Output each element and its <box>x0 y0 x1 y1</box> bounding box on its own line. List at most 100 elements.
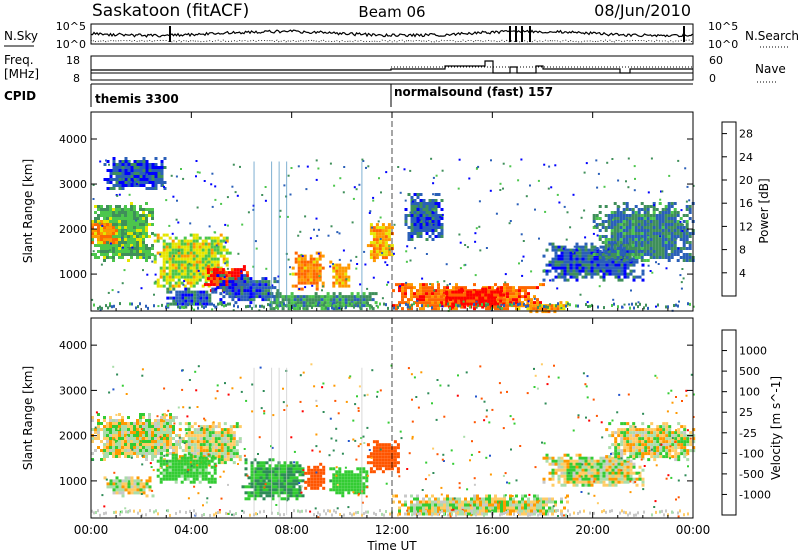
ground-scatter-cell <box>687 302 689 306</box>
heatmap-cell <box>250 473 254 477</box>
heatmap-cell <box>509 298 512 302</box>
heatmap-cell <box>289 476 293 480</box>
heatmap-cell <box>604 229 608 232</box>
scatter-point <box>406 306 409 309</box>
heatmap-cell <box>145 244 148 247</box>
heatmap-cell <box>610 253 614 256</box>
heatmap-cell <box>628 217 632 220</box>
heatmap-cell <box>487 290 491 294</box>
scatter-point <box>659 235 662 238</box>
heatmap-cell <box>168 278 172 282</box>
heatmap-cell <box>560 254 564 258</box>
heatmap-cell <box>186 278 190 282</box>
ground-scatter-cell <box>351 302 353 306</box>
heatmap-cell <box>103 419 106 422</box>
heatmap-cell <box>133 205 136 208</box>
heatmap-cell <box>628 232 632 235</box>
heatmap-cell <box>676 253 680 256</box>
heatmap-cell <box>575 245 579 249</box>
scatter-point <box>527 300 530 303</box>
heatmap-cell <box>180 480 184 484</box>
heatmap-cell <box>109 256 112 259</box>
heatmap-cell <box>688 244 692 247</box>
heatmap-cell <box>512 304 515 308</box>
heatmap-cell <box>190 452 194 456</box>
heatmap-cell <box>121 488 125 492</box>
scatter-point <box>509 165 512 168</box>
heatmap-cell <box>127 259 130 262</box>
heatmap-cell <box>688 247 692 250</box>
heatmap-cell <box>381 241 385 245</box>
heatmap-cell <box>673 226 677 229</box>
heatmap-cell <box>267 292 271 296</box>
heatmap-cell <box>246 298 250 302</box>
heatmap-cell <box>338 488 342 492</box>
heatmap-cell <box>163 428 166 431</box>
heatmap-cell <box>162 251 166 255</box>
heatmap-cell <box>202 440 206 444</box>
cpid-mode-1: themis 3300 <box>95 92 179 106</box>
heatmap-cell <box>607 220 611 223</box>
heatmap-cell <box>271 470 275 474</box>
scatter-point <box>290 167 293 169</box>
heatmap-cell <box>605 257 609 261</box>
heatmap-cell <box>115 446 118 449</box>
heatmap-cell <box>121 485 125 489</box>
heatmap-cell <box>145 226 148 229</box>
heatmap-cell <box>195 236 199 240</box>
heatmap-cell <box>130 488 134 492</box>
heatmap-cell <box>112 184 116 187</box>
heatmap-cell <box>133 250 136 253</box>
heatmap-cell <box>162 254 166 258</box>
heatmap-cell <box>347 485 351 489</box>
heatmap-cell <box>655 214 659 217</box>
heatmap-cell <box>165 465 169 469</box>
heatmap-cell <box>308 298 312 302</box>
heatmap-cell <box>139 422 142 425</box>
heatmap-cell <box>223 440 227 444</box>
heatmap-cell <box>616 208 620 211</box>
scatter-point <box>234 191 237 194</box>
heatmap-cell <box>428 226 432 229</box>
heatmap-cell <box>338 278 342 282</box>
ground-scatter-cell <box>499 306 501 310</box>
heatmap-cell <box>557 275 561 279</box>
heatmap-cell <box>557 272 561 276</box>
heatmap-cell <box>136 253 139 256</box>
heatmap-cell <box>202 449 206 453</box>
heatmap-cell <box>359 470 363 474</box>
heatmap-cell <box>356 473 360 477</box>
ground-scatter-cell <box>617 305 619 309</box>
heatmap-cell <box>297 254 301 258</box>
heatmap-cell <box>225 263 229 267</box>
heatmap-cell <box>280 491 284 495</box>
heatmap-cell <box>118 172 122 175</box>
scatter-point <box>675 237 678 240</box>
heatmap-cell <box>136 163 140 166</box>
heatmap-cell <box>372 440 376 444</box>
heatmap-cell <box>599 245 603 249</box>
heatmap-cell <box>610 235 614 238</box>
heatmap-cell <box>159 480 163 484</box>
heatmap-cell <box>183 471 187 475</box>
heatmap-cell <box>335 269 339 273</box>
scatter-point <box>624 272 627 275</box>
heatmap-cell <box>91 229 94 233</box>
heatmap-cell <box>572 272 576 276</box>
heatmap-cell <box>208 293 212 297</box>
heatmap-cell <box>419 211 423 214</box>
heatmap-cell <box>124 226 127 229</box>
scatter-point <box>101 224 104 227</box>
heatmap-cell <box>204 269 208 273</box>
heatmap-cell <box>148 208 151 211</box>
heatmap-cell <box>305 304 309 308</box>
scatter-point <box>109 302 111 305</box>
scatter-point <box>351 221 354 224</box>
heatmap-cell <box>368 304 372 308</box>
heatmap-cell <box>214 425 218 429</box>
ground-scatter-cell <box>321 305 323 309</box>
heatmap-cell <box>637 244 641 247</box>
heatmap-cell <box>244 485 248 489</box>
heatmap-cell <box>156 233 160 237</box>
heatmap-cell <box>118 220 121 223</box>
